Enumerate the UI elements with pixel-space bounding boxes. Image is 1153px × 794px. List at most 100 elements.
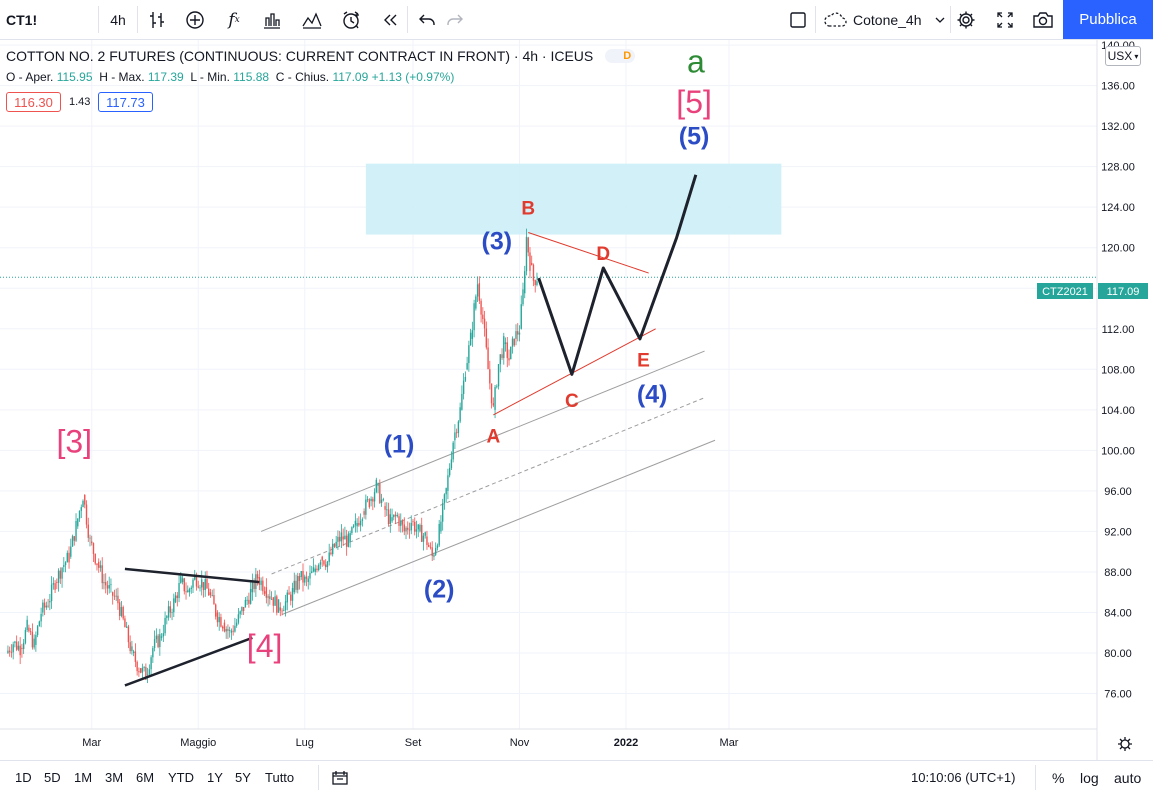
range-3m[interactable]: 3M	[105, 770, 124, 785]
candle-body	[223, 622, 226, 632]
candle-body	[384, 506, 386, 510]
candle-body	[103, 582, 105, 584]
candle-body	[66, 552, 69, 563]
time-tick: 2022	[614, 737, 638, 749]
layout-menu-button[interactable]: Cotone_4h	[822, 0, 948, 39]
candle-body	[153, 639, 156, 648]
candle-body	[307, 578, 309, 583]
candle-body	[87, 524, 89, 538]
price-tick: 108.00	[1101, 364, 1135, 376]
candle-body	[321, 556, 323, 561]
candle-body	[459, 407, 461, 422]
range-6m[interactable]: 6M	[136, 770, 155, 785]
date-range-icon[interactable]	[331, 761, 349, 794]
candle-body	[117, 595, 119, 604]
wave-label: E	[637, 350, 650, 371]
publish-button[interactable]: Pubblica	[1063, 0, 1153, 39]
templates-icon[interactable]	[258, 0, 286, 39]
clock[interactable]: 10:10:06 (UTC+1)	[911, 770, 1016, 785]
fullscreen-icon[interactable]	[992, 0, 1018, 39]
candle-body	[489, 369, 491, 384]
candle-body	[43, 602, 46, 608]
percent-toggle[interactable]: %	[1052, 769, 1065, 786]
range-1y[interactable]: 1Y	[207, 770, 223, 785]
range-ytd[interactable]: YTD	[168, 770, 194, 785]
price-axis: 76.00 80.00 84.00 88.00 92.00 96.00 100.00 104.…	[1101, 40, 1135, 700]
candle-body	[159, 634, 161, 648]
candle-body	[120, 607, 123, 616]
candle-body	[237, 614, 240, 623]
currency-selector[interactable]: USX ▾	[1105, 46, 1141, 66]
candle-body	[265, 587, 268, 598]
candle-body	[49, 601, 51, 603]
candle-body	[428, 544, 430, 547]
candle-body	[40, 613, 42, 622]
channel-line-upper	[260, 350, 705, 532]
candle-body	[118, 602, 121, 616]
candle-body	[221, 626, 224, 629]
price-chart[interactable]: [3] [4] (1) (2) (3) (4) (5)[5] a A B C D E 76.00 80.0…	[0, 40, 1153, 760]
target-zone	[365, 163, 782, 235]
symbol-search-button[interactable]: CT1!	[6, 11, 38, 28]
candle-body	[494, 387, 496, 410]
data-badge[interactable]: D	[605, 49, 636, 63]
wave-label: (3)	[482, 228, 513, 256]
candle-body	[422, 535, 425, 542]
range-all[interactable]: Tutto	[265, 770, 295, 785]
triangle-left-lower	[124, 636, 253, 687]
candle-body	[216, 612, 219, 623]
layout-square-icon[interactable]	[786, 0, 810, 39]
candle-body	[356, 523, 358, 527]
candle-body	[160, 636, 163, 638]
sell-price-box[interactable]: 116.30	[6, 92, 61, 112]
channel-line-lower	[281, 439, 716, 615]
candle-body	[284, 601, 287, 611]
bar-style-icon[interactable]	[144, 0, 170, 39]
candle-body	[209, 592, 212, 596]
candle-body	[363, 511, 365, 515]
range-5d[interactable]: 5D	[44, 770, 61, 785]
candle-body	[54, 583, 56, 590]
candle-body	[297, 575, 299, 590]
price-series	[7, 228, 538, 684]
chart-legend-title: COTTON NO. 2 FUTURES (CONTINUOUS: CURREN…	[6, 48, 636, 64]
candle-body	[171, 612, 173, 614]
buy-price-box[interactable]: 117.73	[98, 92, 153, 112]
camera-icon[interactable]	[1030, 0, 1056, 39]
alert-icon[interactable]	[337, 0, 365, 39]
candle-body	[382, 499, 385, 501]
candle-body	[457, 421, 460, 434]
indicators-plus-icon[interactable]	[181, 0, 209, 39]
candle-body	[35, 635, 37, 645]
channel-line-mid	[271, 397, 705, 575]
wave-label: [4]	[247, 628, 283, 664]
range-1d[interactable]: 1D	[15, 770, 32, 785]
undo-icon[interactable]	[414, 0, 440, 39]
candle-body	[173, 598, 175, 613]
time-tick: Mar	[82, 737, 101, 749]
redo-icon[interactable]	[442, 0, 468, 39]
log-toggle[interactable]: log	[1080, 769, 1099, 786]
replay-icon[interactable]	[376, 0, 404, 39]
candle-body	[462, 380, 465, 394]
range-5y[interactable]: 5Y	[235, 770, 251, 785]
candle-body	[386, 509, 388, 511]
wave-label: B	[521, 198, 535, 219]
candle-body	[419, 524, 421, 532]
time-tick: Set	[405, 737, 422, 749]
interval-button[interactable]: 4h	[110, 11, 126, 28]
auto-toggle[interactable]: auto	[1114, 769, 1142, 786]
candle-body	[319, 562, 322, 565]
candle-body	[501, 354, 503, 359]
price-tick: 112.00	[1102, 324, 1135, 336]
range-1m[interactable]: 1M	[74, 770, 93, 785]
indicator-templates-icon[interactable]	[298, 0, 326, 39]
candle-body	[24, 629, 27, 643]
time-tick: Lug	[296, 737, 314, 749]
candle-body	[447, 475, 449, 491]
candle-body	[403, 524, 405, 532]
gear-icon[interactable]	[953, 0, 979, 39]
candle-body	[421, 524, 423, 542]
settings-icon[interactable]	[1118, 737, 1132, 751]
